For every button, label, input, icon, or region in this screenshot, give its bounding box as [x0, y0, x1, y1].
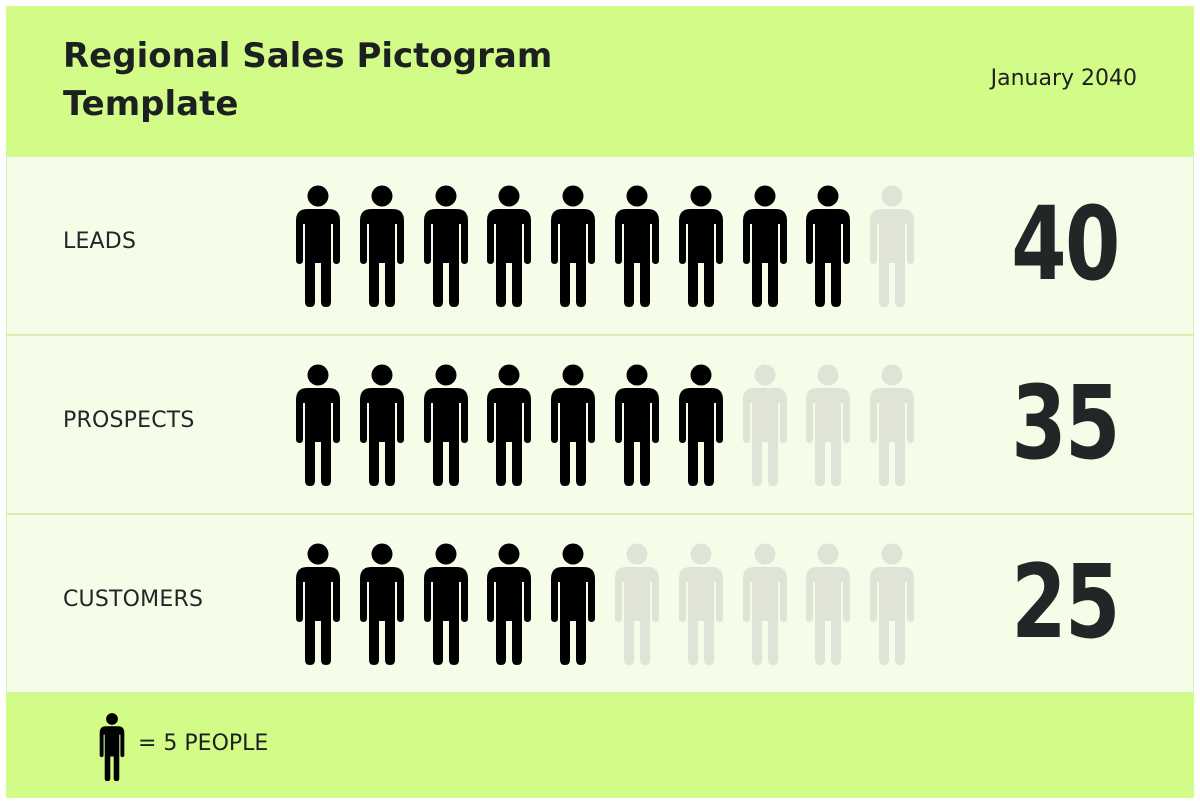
row-label: CUSTOMERS [63, 587, 204, 612]
person-icon-filled [548, 185, 598, 307]
icon-row [293, 364, 933, 488]
icon-row [293, 543, 933, 667]
person-icon-filled [357, 364, 407, 486]
person-icon [98, 711, 126, 783]
person-icon-empty [803, 364, 853, 486]
pictogram-row-customers: CUSTOMERS 25 [6, 514, 1194, 693]
legend-footer: = 5 PEOPLE [6, 693, 1194, 798]
pictogram-card: Regional Sales Pictogram Template Januar… [6, 6, 1194, 798]
person-icon-filled [484, 185, 534, 307]
row-value: 25 [1011, 543, 1120, 662]
person-icon-filled [484, 543, 534, 665]
person-icon-filled [293, 364, 343, 486]
person-icon-filled [548, 543, 598, 665]
date-label: January 2040 [990, 66, 1137, 91]
person-icon-filled [803, 185, 853, 307]
person-icon-filled [421, 185, 471, 307]
row-value: 35 [1011, 364, 1120, 483]
person-icon-empty [867, 185, 917, 307]
person-icon-empty [740, 364, 790, 486]
person-icon-filled [548, 364, 598, 486]
person-icon-filled [676, 364, 726, 486]
row-label: PROSPECTS [63, 408, 195, 433]
icon-row [293, 185, 933, 309]
person-icon-filled [293, 185, 343, 307]
page-title: Regional Sales Pictogram Template [63, 36, 553, 124]
person-icon-filled [612, 185, 662, 307]
person-icon-empty [676, 543, 726, 665]
header: Regional Sales Pictogram Template Januar… [6, 6, 1194, 156]
person-icon-filled [357, 543, 407, 665]
person-icon-filled [484, 364, 534, 486]
person-icon-empty [867, 364, 917, 486]
person-icon-filled [676, 185, 726, 307]
person-icon-empty [867, 543, 917, 665]
pictogram-row-prospects: PROSPECTS 35 [6, 335, 1194, 514]
pictogram-row-leads: LEADS 40 [6, 156, 1194, 335]
person-icon-filled [421, 364, 471, 486]
person-icon-empty [740, 543, 790, 665]
person-icon-empty [612, 543, 662, 665]
person-icon-filled [740, 185, 790, 307]
person-icon-filled [612, 364, 662, 486]
person-icon-empty [803, 543, 853, 665]
row-label: LEADS [63, 229, 137, 254]
person-icon-filled [357, 185, 407, 307]
row-value: 40 [1011, 185, 1120, 304]
pictogram-rows: LEADS 40 PROSPECTS 35 CUSTOMERS 25 [6, 156, 1194, 693]
person-icon-filled [293, 543, 343, 665]
legend-text: = 5 PEOPLE [138, 731, 269, 756]
person-icon-filled [421, 543, 471, 665]
